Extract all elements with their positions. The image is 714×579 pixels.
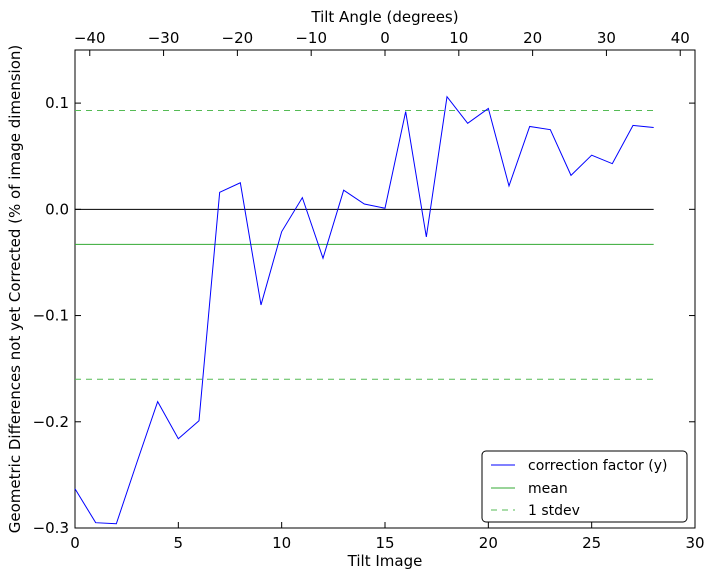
ticks-layer: 0 5 10 15 20 25 30 −40 −30 −20 −10 0 10 20 30 40 −0.3 −0.… — [33, 29, 705, 552]
x-axis-title: Tilt Image — [347, 552, 423, 570]
legend-label-mean: mean — [528, 481, 568, 497]
legend-label-stdev: 1 stdev — [528, 503, 580, 519]
y-tick-label: 0.1 — [45, 94, 69, 112]
x-tick-label: 20 — [479, 534, 498, 552]
y-tick-label: 0.0 — [45, 200, 69, 218]
y-tick-label: −0.2 — [33, 413, 69, 431]
top-tick-label: 30 — [597, 29, 616, 47]
legend-box — [481, 450, 688, 523]
top-tick-label: 0 — [380, 29, 390, 47]
x-tick-label: 0 — [70, 534, 80, 552]
top-tick-label: 20 — [523, 29, 542, 47]
top-tick-label: −40 — [74, 29, 106, 47]
y-axis-title: Geometric Differences not yet Corrected … — [6, 45, 24, 534]
series-line-0 — [74, 95, 654, 525]
x-tick-label: 5 — [174, 534, 184, 552]
series-layer — [74, 95, 654, 525]
top-tick-label: −20 — [222, 29, 254, 47]
legend-label-correction: correction factor (y) — [528, 458, 667, 474]
x-tick-label: 15 — [375, 534, 394, 552]
top-tick-label: 10 — [449, 29, 468, 47]
x-tick-label: 10 — [272, 534, 291, 552]
top-tick-label: 40 — [671, 29, 690, 47]
plot-area — [74, 49, 696, 529]
y-tick-label: −0.3 — [33, 519, 69, 537]
top-axis-title: Tilt Angle (degrees) — [310, 8, 458, 26]
legend: correction factor (y) mean 1 stdev — [481, 450, 688, 523]
top-tick-label: −30 — [148, 29, 180, 47]
x-tick-label: 30 — [685, 534, 704, 552]
top-tick-label: −10 — [295, 29, 327, 47]
y-tick-label: −0.1 — [33, 307, 69, 325]
x-tick-label: 25 — [582, 534, 601, 552]
